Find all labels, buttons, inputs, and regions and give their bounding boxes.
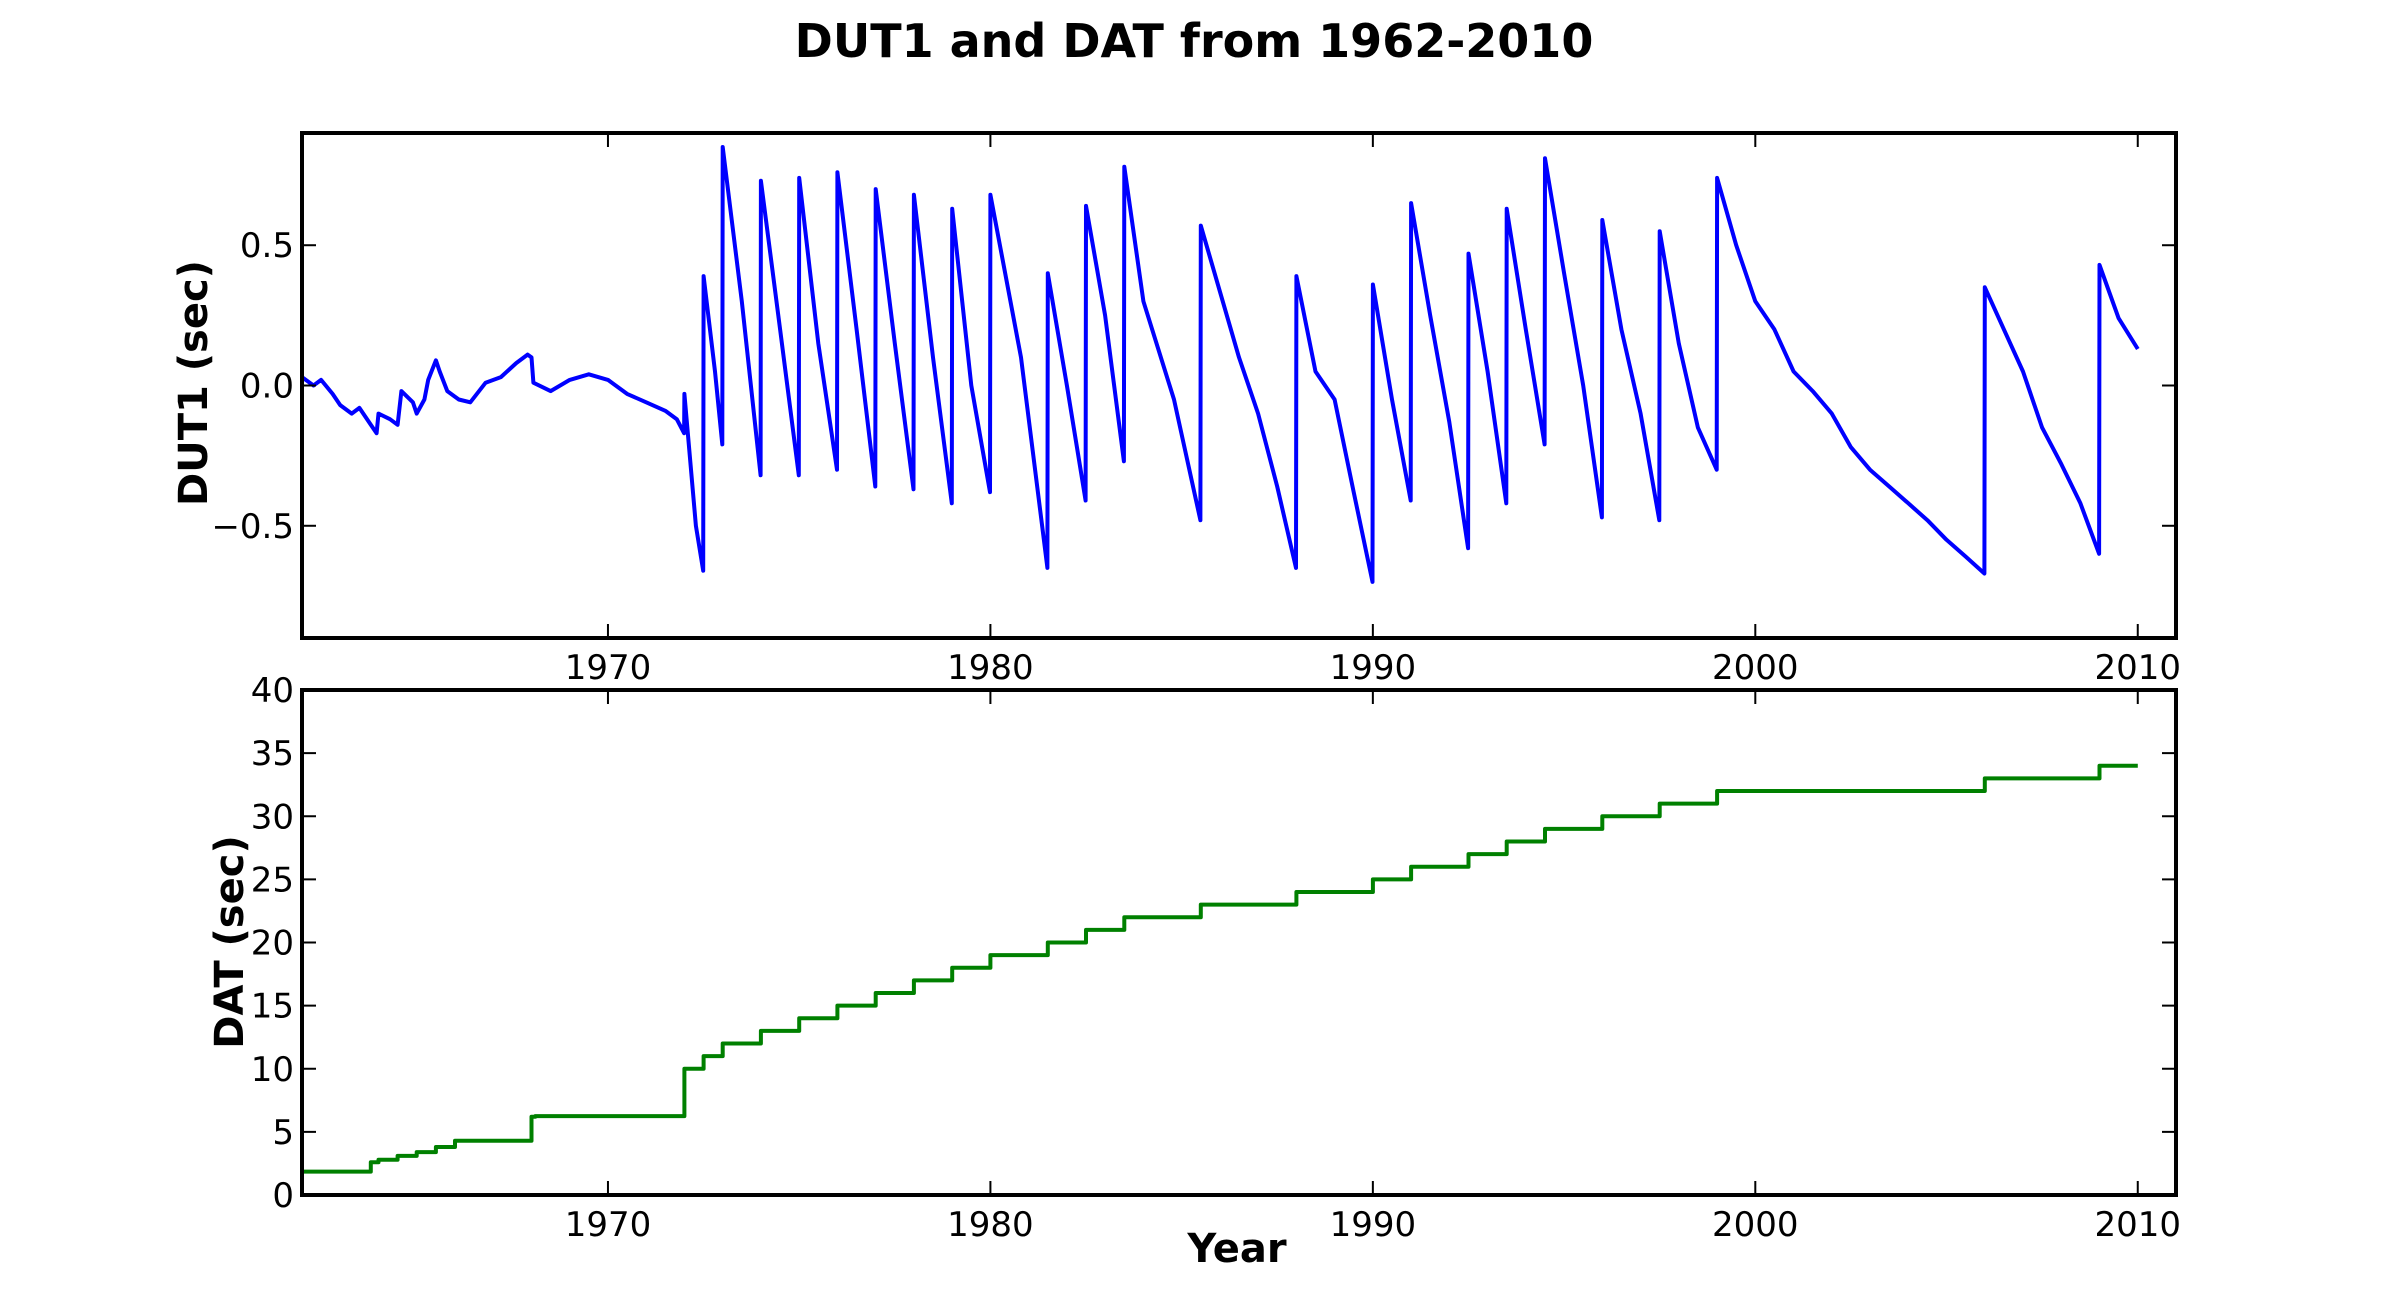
dat-x-tick-label: 2010 — [2094, 1205, 2181, 1245]
dat-y-tick-label: 30 — [251, 797, 294, 837]
dat-panel: DAT (sec) Year 1970 1980 1990 2000 2010 0 5 10 1… — [207, 671, 2181, 1272]
dut1-x-tick-label: 1990 — [1330, 648, 1417, 688]
dat-x-tick-label: 1990 — [1330, 1205, 1417, 1245]
dat-series-line — [302, 763, 2138, 1174]
dat-y-tick-label: 5 — [272, 1113, 294, 1153]
dut1-y-tick-label: −0.5 — [211, 507, 294, 547]
dut1-y-axis-label: DUT1 (sec) — [171, 260, 217, 506]
dat-x-tick-label: 1980 — [947, 1205, 1034, 1245]
dat-y-tick-label: 20 — [251, 924, 294, 964]
dat-y-tick-label: 25 — [251, 860, 294, 900]
dut1-x-tick-label: 2000 — [1712, 648, 1799, 688]
dat-y-axis-label: DAT (sec) — [207, 835, 253, 1048]
dut1-panel: DUT1 (sec) 1970 1980 1990 2000 2010 −0.5 0.0 0.… — [171, 131, 2181, 688]
dat-x-tick-label: 2000 — [1712, 1205, 1799, 1245]
dat-y-tick-label: 0 — [272, 1176, 294, 1216]
dut1-x-tick-label: 1970 — [565, 648, 652, 688]
dut1-x-tick-label: 1980 — [947, 648, 1034, 688]
dat-x-tick-label: 1970 — [565, 1205, 652, 1245]
dut1-x-tick-label: 2010 — [2094, 648, 2181, 688]
dat-y-tick-label: 10 — [251, 1050, 294, 1090]
dat-y-tick-label: 40 — [251, 671, 294, 711]
dut1-series-line — [300, 145, 2140, 584]
dut1-y-tick-label: 0.5 — [240, 226, 294, 266]
figure-title: DUT1 and DAT from 1962-2010 — [795, 14, 1594, 68]
dat-y-tick-label: 15 — [251, 987, 294, 1027]
dut1-y-tick-label: 0.0 — [240, 367, 294, 407]
dat-y-tick-label: 35 — [251, 734, 294, 774]
dat-x-axis-label: Year — [1186, 1226, 1286, 1272]
